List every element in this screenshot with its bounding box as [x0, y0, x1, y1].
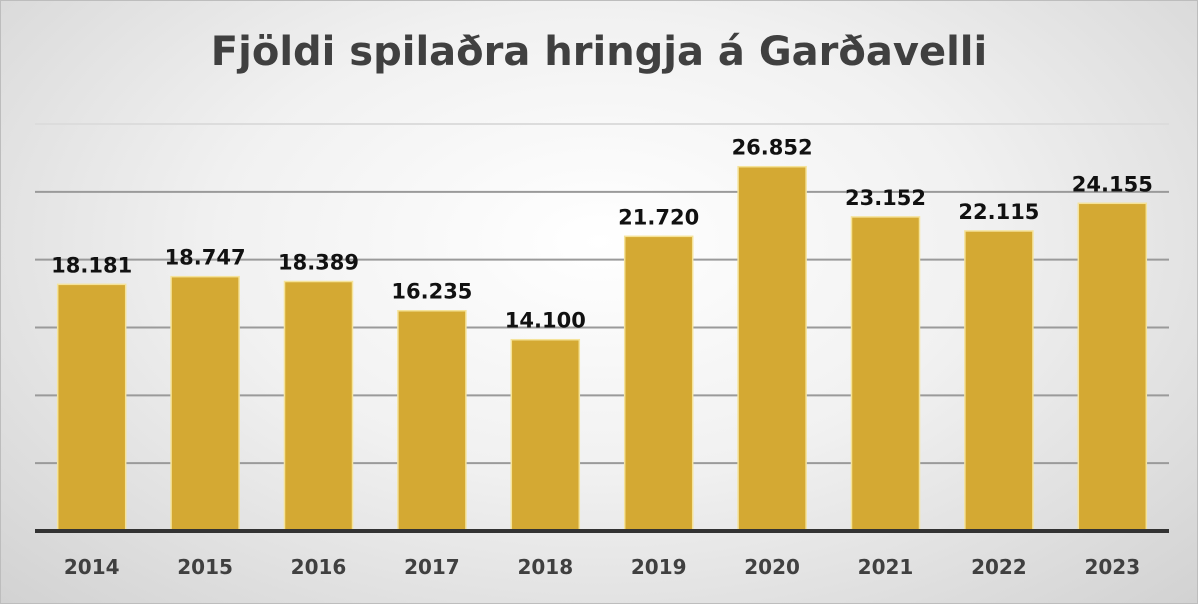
bar-2020: [737, 165, 807, 532]
data-label-2023: 24.155: [1072, 172, 1153, 196]
x-tick-label-2015: 2015: [177, 555, 233, 579]
bar-2021: [850, 216, 921, 532]
data-label-2022: 22.115: [958, 200, 1039, 224]
x-tick-label-2016: 2016: [291, 555, 347, 579]
x-tick-label-2019: 2019: [631, 555, 687, 579]
x-tick-label-2018: 2018: [517, 555, 573, 579]
x-tick-label-2023: 2023: [1084, 555, 1140, 579]
chart-title: Fjöldi spilaðra hringja á Garðavelli: [210, 29, 988, 75]
x-tick-label-2017: 2017: [404, 555, 460, 579]
x-tick-label-2021: 2021: [858, 555, 914, 579]
bar-2017: [397, 309, 467, 532]
x-tick-label-2014: 2014: [64, 555, 120, 579]
bar-2019: [623, 235, 694, 532]
x-tick-label-2020: 2020: [744, 555, 800, 579]
bar-2016: [283, 280, 354, 532]
data-label-2018: 14.100: [505, 309, 586, 333]
bar-2022: [964, 230, 1034, 532]
data-label-2014: 18.181: [51, 253, 132, 277]
data-label-2020: 26.852: [732, 136, 813, 160]
data-label-2019: 21.720: [618, 205, 699, 229]
data-label-2021: 23.152: [845, 186, 926, 210]
data-label-2016: 18.389: [278, 251, 359, 275]
x-tick-label-2022: 2022: [971, 555, 1027, 579]
bar-2014: [56, 283, 127, 532]
bar-2023: [1077, 202, 1148, 532]
bar-2018: [510, 338, 581, 532]
data-label-2017: 16.235: [391, 280, 472, 304]
bar-2015: [170, 275, 240, 532]
data-label-2015: 18.747: [165, 246, 246, 270]
